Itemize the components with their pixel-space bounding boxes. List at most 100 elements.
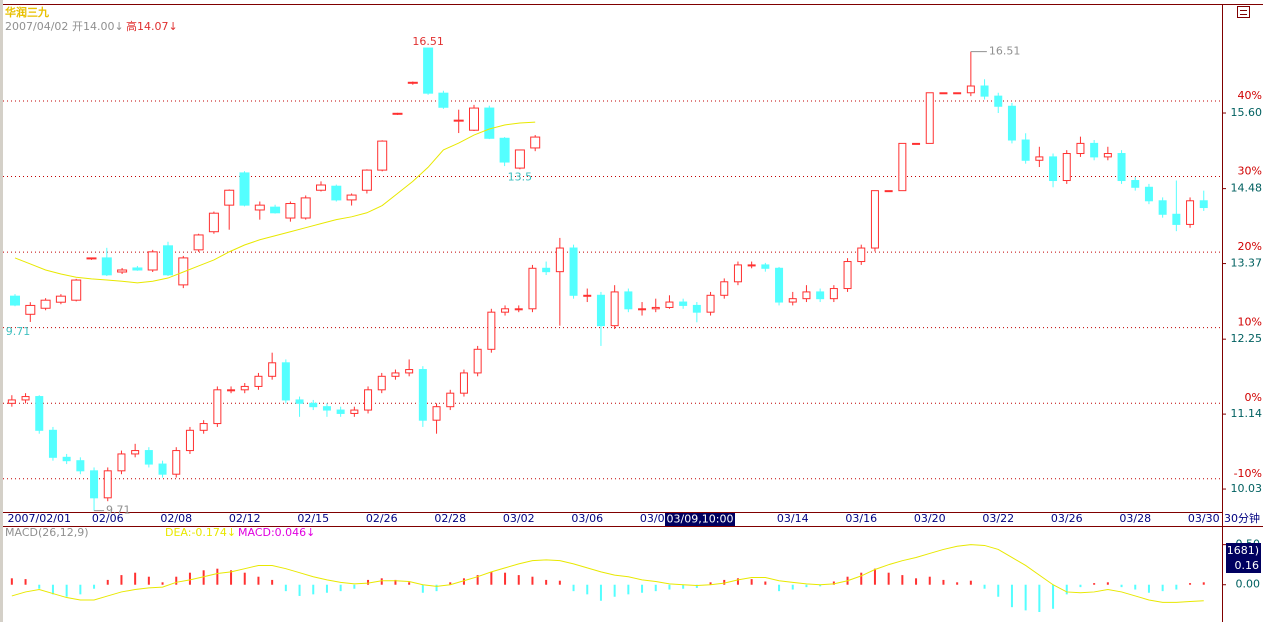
candle-body — [270, 206, 281, 214]
macd-bar — [161, 582, 164, 585]
macd-bar — [367, 579, 370, 585]
x-tick-label: 02/28 — [434, 512, 466, 525]
candle-body — [651, 306, 660, 310]
macd-bar — [1161, 584, 1164, 592]
dea-line — [11, 544, 1204, 603]
candle-body — [1117, 153, 1126, 182]
period-label: 30分钟 — [1224, 511, 1260, 525]
candle-body — [966, 85, 975, 94]
candle-body — [350, 409, 359, 414]
macd-bar — [915, 578, 918, 585]
macd-bar — [750, 579, 753, 585]
candle-body — [55, 295, 66, 303]
candle-body — [346, 194, 357, 201]
macd-bar — [188, 572, 191, 585]
candle-body — [884, 190, 893, 193]
candle-body — [459, 372, 468, 394]
window-edge — [0, 0, 3, 622]
candle-body — [692, 304, 701, 313]
candle-body — [1007, 105, 1016, 141]
macd-bar — [79, 584, 82, 595]
icon-box[interactable] — [1237, 6, 1250, 18]
macd-bar — [408, 582, 411, 585]
candle-body — [501, 308, 510, 313]
candle-body — [1035, 156, 1044, 161]
candle-body — [528, 267, 537, 310]
macd-bar — [887, 572, 890, 585]
macd-bar — [1202, 582, 1205, 585]
candle-body — [331, 185, 342, 201]
candle-body — [980, 85, 989, 97]
low-label: 13.5 — [508, 170, 533, 183]
candle-body — [392, 112, 403, 115]
candle-body — [48, 429, 57, 458]
candle-body — [295, 399, 304, 404]
candle-body — [101, 257, 112, 276]
candle-body — [117, 269, 128, 273]
x-tick-label: 2007/02/01 — [8, 512, 71, 525]
macd-bar — [709, 582, 712, 585]
candle-body — [912, 142, 921, 145]
high-label: 16.51 — [412, 35, 444, 48]
candle-body — [453, 119, 464, 122]
candle-body — [624, 291, 633, 310]
candle-body — [438, 92, 449, 108]
candle-body — [1144, 186, 1153, 202]
candle-body — [843, 261, 852, 290]
macd-bar — [421, 584, 424, 593]
high-price: 高14.07↓ — [126, 19, 178, 33]
candle-body — [21, 396, 30, 401]
low-label: 9.71 — [106, 504, 131, 517]
candle-body — [555, 247, 564, 273]
candle-body — [484, 107, 495, 139]
candle-body — [62, 456, 71, 462]
candle-body — [925, 92, 934, 144]
candle-body — [361, 169, 372, 191]
macd-bar — [613, 584, 616, 597]
candle-body — [665, 301, 674, 308]
x-tick-label: 03/20 — [914, 512, 946, 525]
macd-title: MACD(26,12,9) — [5, 526, 89, 539]
macd-bar — [339, 584, 342, 592]
macd-bar — [791, 584, 794, 590]
candle-body — [407, 81, 418, 84]
macd-bar — [175, 576, 178, 585]
percent-tick-label: 10% — [1238, 316, 1262, 329]
x-tick-label: 03/02 — [503, 512, 535, 525]
macd-bar — [572, 584, 575, 592]
macd-bar — [1175, 584, 1178, 590]
macd-bar — [10, 578, 13, 585]
panel-toggle-icon[interactable] — [1237, 6, 1250, 18]
price-tick-label: 12.25 — [1231, 332, 1263, 345]
macd-bar — [586, 584, 589, 595]
macd-bar — [1065, 584, 1068, 595]
candle-body — [322, 406, 331, 411]
percent-tick-label: 30% — [1238, 165, 1262, 178]
candle-body — [432, 406, 441, 421]
price-tick-label: 11.14 — [1231, 407, 1263, 420]
macd-bar — [668, 584, 671, 590]
macd-bar — [997, 584, 1000, 597]
candle-body — [1076, 142, 1085, 155]
macd-bar — [517, 575, 520, 585]
macd-bar — [1052, 584, 1055, 609]
macd-bar — [860, 572, 863, 585]
macd-bar — [147, 576, 150, 585]
candle-body — [185, 429, 194, 452]
macd-bar — [504, 572, 507, 585]
macd-bar — [778, 584, 781, 592]
candle-body — [309, 402, 318, 408]
candle-body — [103, 470, 112, 499]
cursor-value: 0.16 — [1235, 559, 1260, 572]
candle-body — [418, 369, 427, 421]
candle-body — [994, 95, 1003, 107]
macd-bar — [1093, 583, 1096, 585]
candle-body — [1103, 153, 1112, 158]
macd-bar — [38, 584, 41, 589]
candle-body — [254, 375, 263, 387]
macd-bar — [230, 570, 233, 585]
candle-body — [76, 460, 85, 472]
x-tick-label: 02/15 — [297, 512, 329, 525]
percent-tick-label: -10% — [1234, 467, 1262, 480]
moving-average-line — [14, 121, 536, 284]
